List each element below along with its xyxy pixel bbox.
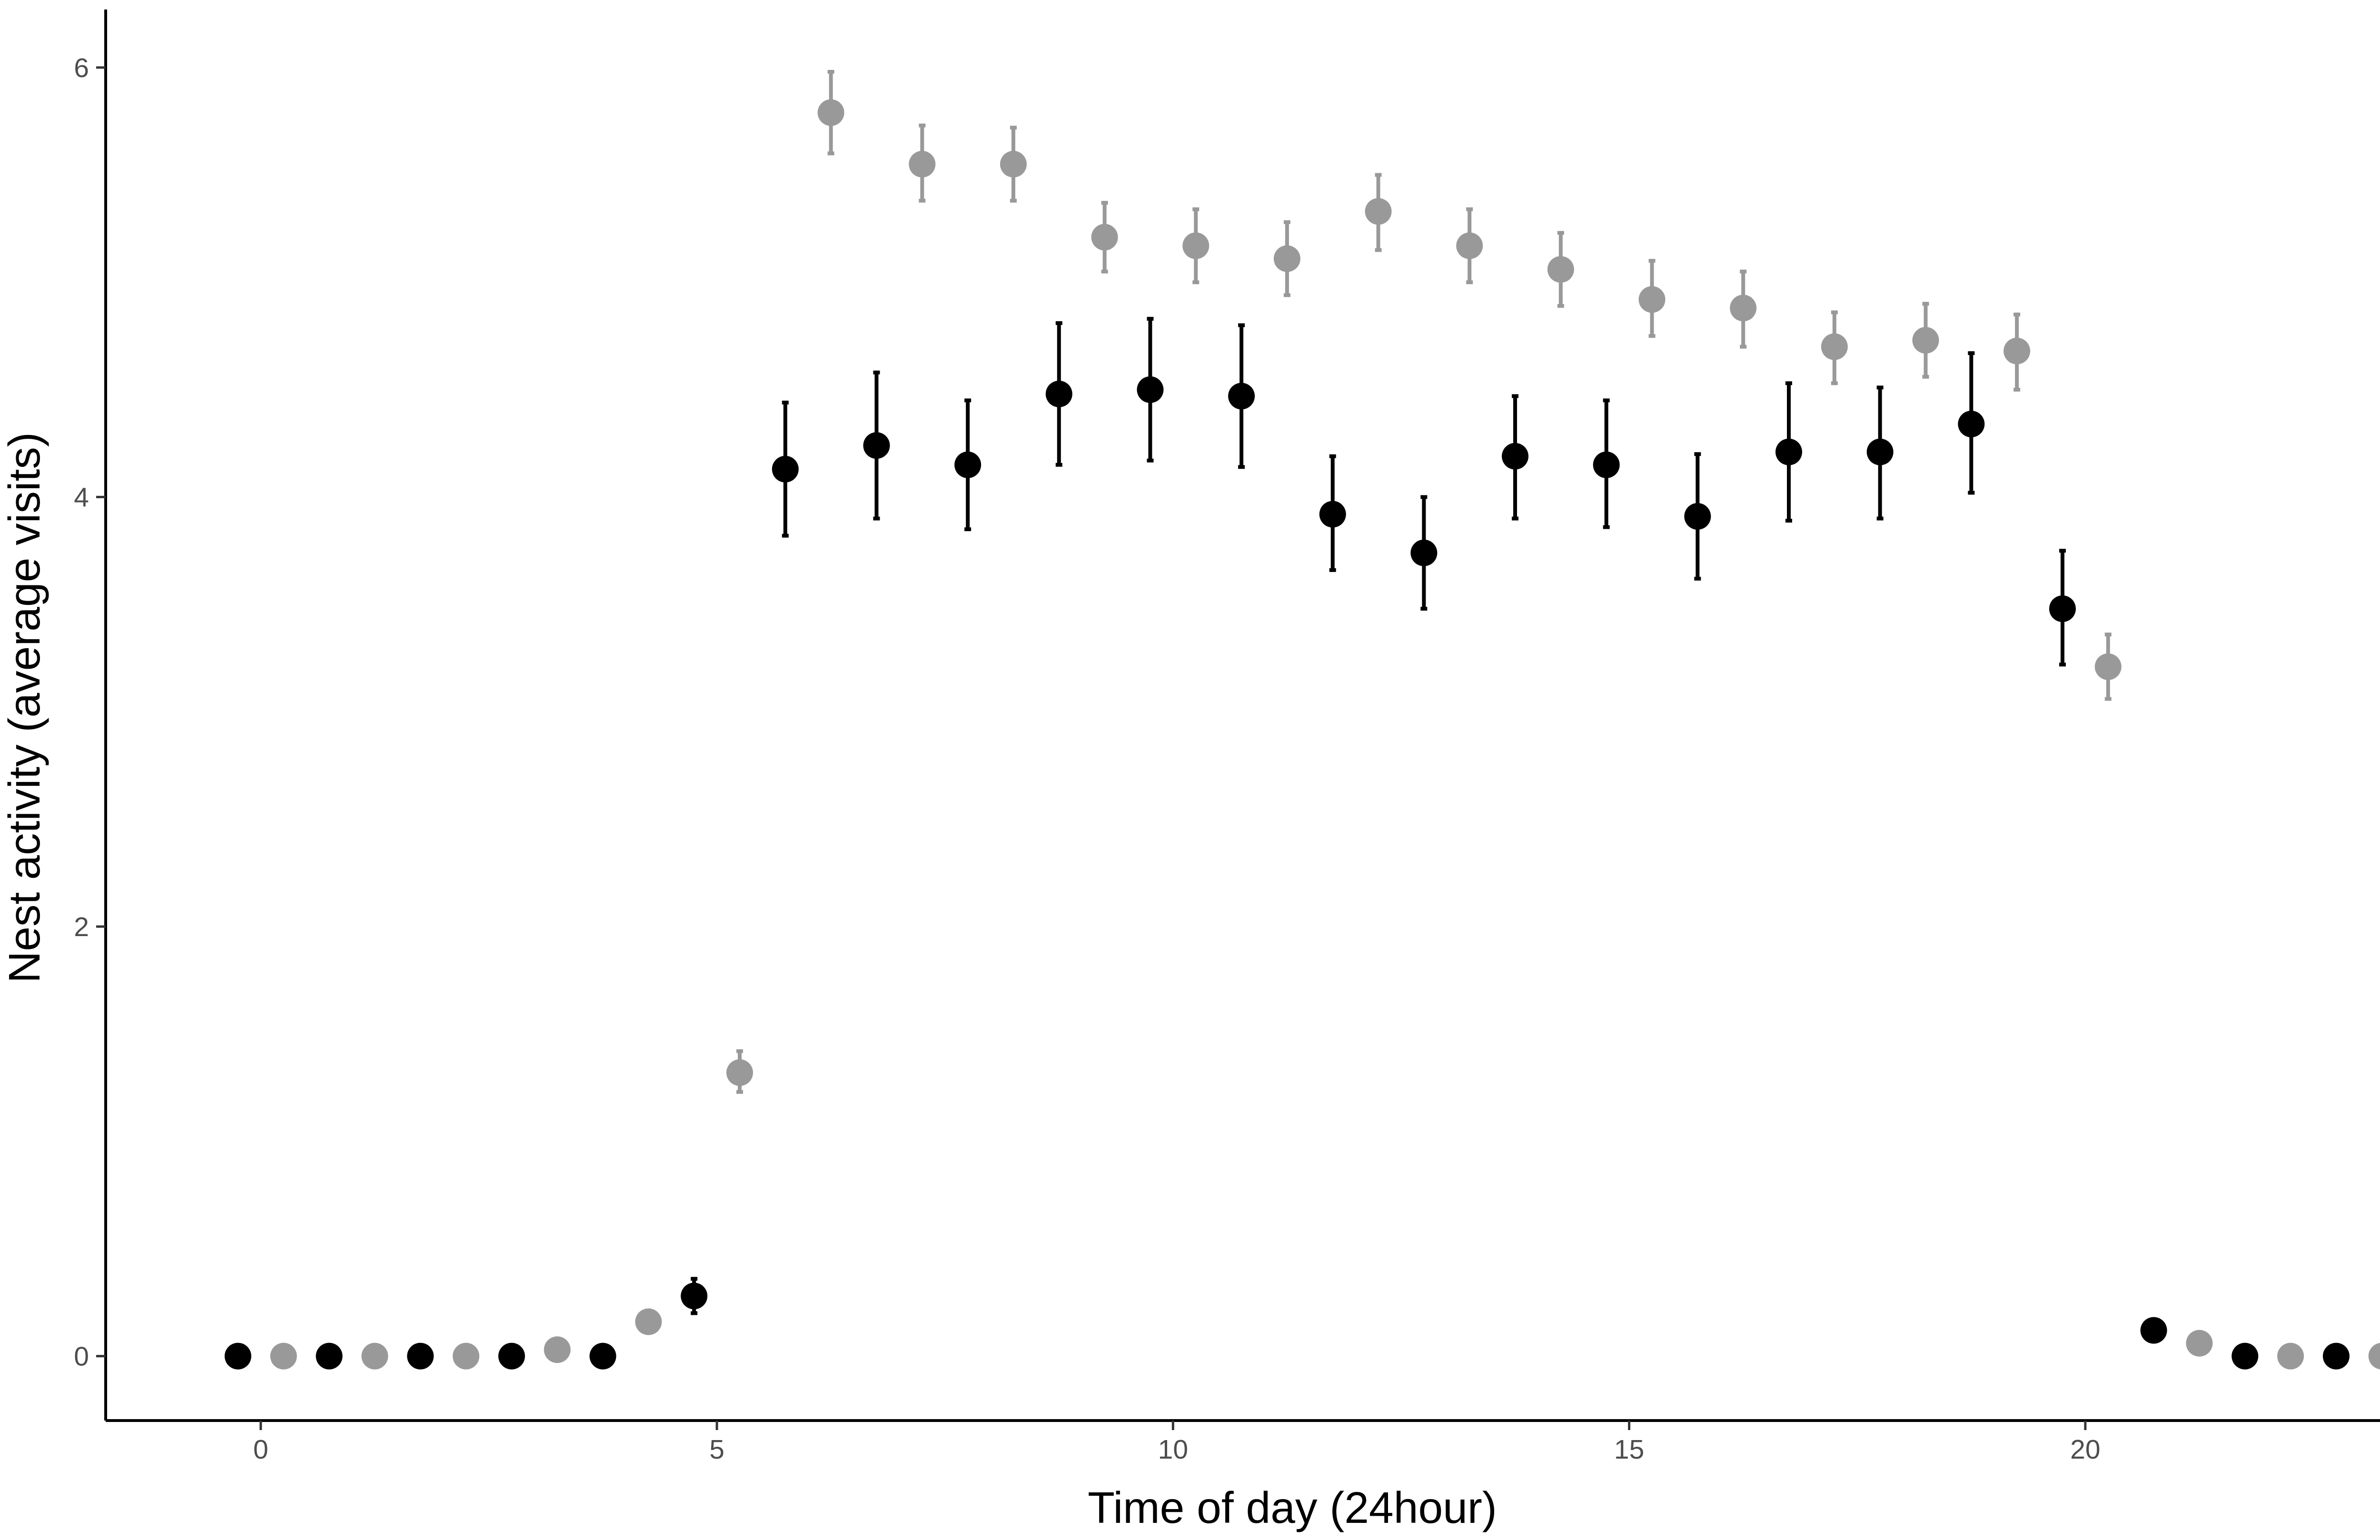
data-point (1045, 380, 1072, 407)
data-point (407, 1343, 434, 1370)
data-point (1137, 376, 1164, 403)
data-point (1456, 232, 1483, 259)
data-point (1638, 286, 1666, 313)
data-marks (224, 69, 2380, 1370)
data-point (1091, 224, 1118, 251)
x-axis-title: Time of day (24hour) (1088, 1483, 1497, 1532)
axes: 0 5 10 15 20 0 2 4 6 (74, 10, 2380, 1465)
data-point (1547, 256, 1574, 283)
data-point (498, 1343, 525, 1370)
data-point (2003, 337, 2031, 365)
data-point (726, 1059, 753, 1086)
data-point (270, 1343, 297, 1370)
data-point (1502, 443, 1529, 470)
data-point (635, 1308, 662, 1335)
data-point (544, 1336, 571, 1363)
data-point (2322, 1343, 2350, 1370)
x-tick-label: 0 (253, 1434, 268, 1465)
data-point (2368, 1343, 2380, 1370)
y-tick-label: 2 (74, 912, 89, 942)
data-point (954, 451, 982, 478)
x-tick-label: 5 (709, 1434, 724, 1465)
y-tick-label: 6 (74, 53, 89, 83)
data-point (772, 455, 799, 483)
data-point (2231, 1343, 2259, 1370)
data-point (2094, 653, 2122, 680)
data-point (1182, 232, 1210, 259)
data-point (681, 1283, 708, 1310)
data-point (1410, 539, 1438, 566)
data-point (863, 432, 890, 459)
y-axis-title: Nest activity (average visits) (0, 432, 49, 983)
y-tick-label: 4 (74, 482, 89, 513)
data-point (453, 1343, 480, 1370)
data-point (2140, 1317, 2167, 1344)
data-point (2186, 1330, 2213, 1357)
data-point (817, 99, 844, 126)
data-point (1684, 503, 1711, 530)
x-tick-label: 15 (1614, 1434, 1644, 1465)
data-point (589, 1343, 616, 1370)
x-tick-label: 10 (1158, 1434, 1188, 1465)
data-point (361, 1343, 388, 1370)
data-point (1273, 245, 1300, 272)
y-tick-label: 0 (74, 1342, 89, 1372)
data-point (1228, 383, 1255, 410)
data-point (1730, 295, 1757, 322)
data-point (1821, 333, 1848, 360)
data-point (1958, 410, 1985, 437)
data-point (1866, 438, 1894, 465)
data-point (1593, 451, 1620, 478)
x-tick-label: 20 (2070, 1434, 2100, 1465)
data-point (1775, 438, 1803, 465)
data-point (1319, 501, 1346, 528)
data-point (224, 1343, 251, 1370)
data-point (2277, 1343, 2304, 1370)
data-point (1000, 150, 1027, 178)
data-point (1365, 198, 1392, 225)
data-point (909, 150, 936, 178)
data-point (316, 1343, 343, 1370)
data-point (1912, 326, 1939, 354)
data-point (2049, 595, 2076, 622)
